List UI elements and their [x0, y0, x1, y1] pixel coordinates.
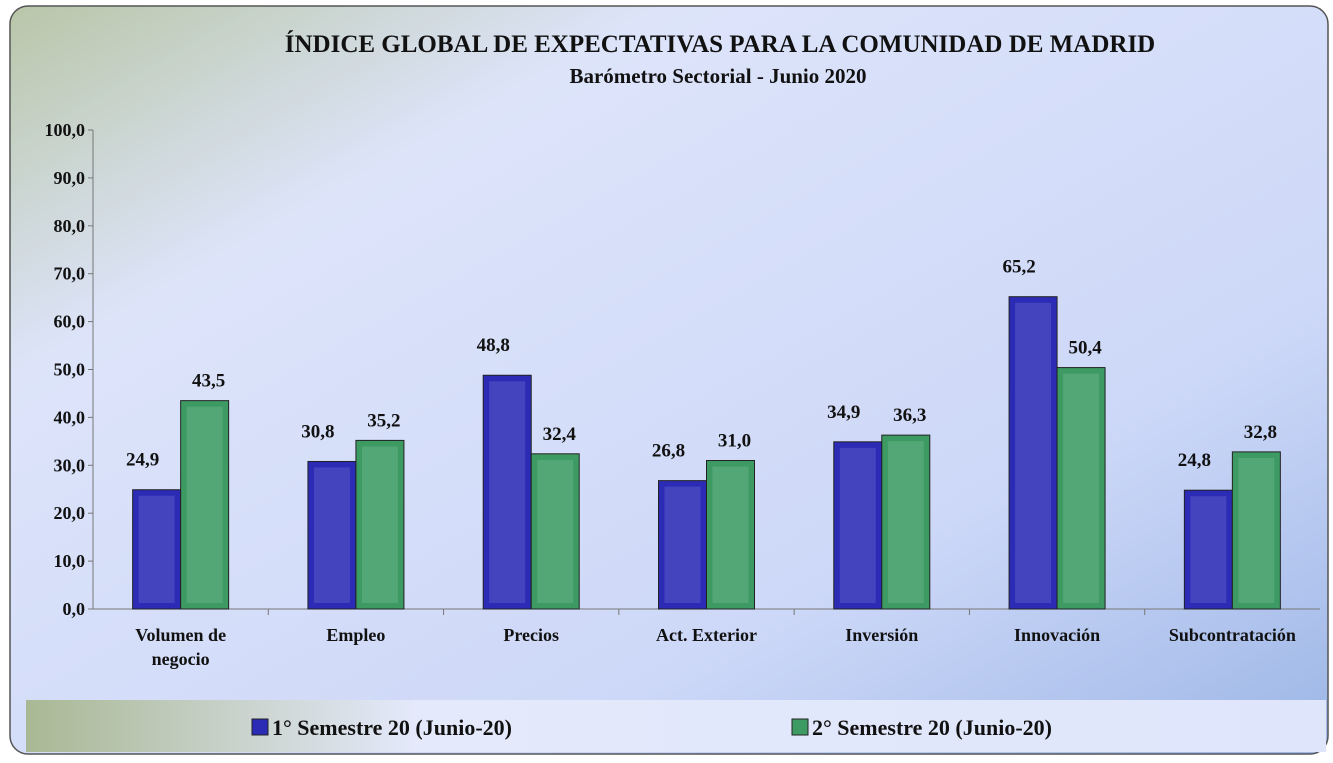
y-tick-label: 40,0 [54, 407, 86, 427]
bar [706, 460, 755, 610]
bar-highlight [887, 441, 924, 603]
data-label: 32,4 [543, 424, 577, 445]
x-tick-label: Subcontratación [1168, 625, 1296, 645]
x-tick-label: Empleo [326, 625, 386, 645]
y-tick-label: 50,0 [54, 360, 86, 380]
y-tick-label: 100,0 [45, 120, 86, 140]
x-tick-label: Volumen de negocio [135, 625, 227, 669]
data-label: 35,2 [367, 410, 400, 431]
bar [355, 439, 405, 610]
chart-title: ÍNDICE GLOBAL DE EXPECTATIVAS PARA LA CO… [285, 30, 1155, 58]
y-tick-label: 80,0 [54, 216, 86, 236]
bar [1056, 367, 1106, 610]
legend-swatch [251, 718, 269, 736]
bar [1183, 489, 1233, 610]
data-label: 65,2 [1002, 257, 1035, 278]
x-tick-label: Inversión [845, 625, 919, 645]
y-tick-label: 0,0 [63, 599, 86, 619]
data-label: 24,8 [1178, 450, 1211, 471]
x-tick-label: Innovación [1014, 625, 1101, 645]
y-tick-label: 20,0 [54, 503, 86, 523]
bar-highlight [839, 447, 876, 603]
bar-highlight [138, 495, 175, 603]
data-label: 24,9 [126, 450, 159, 471]
bar [833, 441, 883, 610]
data-label: 48,8 [477, 335, 510, 356]
data-label: 43,5 [192, 371, 225, 392]
bar [307, 460, 357, 610]
bar [881, 434, 931, 610]
data-label: 36,3 [893, 405, 926, 426]
bar-highlight [664, 486, 701, 603]
x-tick-label: Precios [503, 625, 560, 645]
bar [1008, 296, 1058, 610]
bar [180, 400, 230, 610]
bar-highlight [186, 406, 223, 603]
data-label: 30,8 [301, 421, 334, 442]
bar-highlight [537, 459, 574, 603]
data-label: 32,8 [1244, 422, 1277, 443]
bar-highlight [361, 446, 398, 603]
bar [530, 453, 580, 610]
data-label: 26,8 [652, 441, 685, 462]
legend-swatch [791, 718, 809, 736]
legend-label: 1° Semestre 20 (Junio-20) [272, 715, 512, 740]
y-tick-label: 60,0 [54, 312, 86, 332]
y-tick-label: 90,0 [54, 168, 86, 188]
bar-highlight [712, 466, 749, 603]
bar-highlight [1190, 496, 1227, 603]
bar [658, 480, 707, 610]
x-tick-label: Act. Exterior [656, 625, 757, 645]
bar [482, 374, 532, 610]
bar-highlight [1063, 373, 1100, 603]
y-tick-label: 10,0 [54, 551, 86, 571]
bar-highlight [1015, 302, 1052, 603]
data-label: 50,4 [1068, 338, 1102, 359]
data-label: 31,0 [718, 431, 751, 452]
y-tick-label: 30,0 [54, 455, 86, 475]
chart-subtitle: Barómetro Sectorial - Junio 2020 [569, 64, 866, 88]
bar-highlight [489, 381, 526, 603]
legend-label: 2° Semestre 20 (Junio-20) [812, 715, 1052, 740]
bar-highlight [1238, 457, 1275, 603]
bar-highlight [313, 467, 350, 603]
data-label: 34,9 [827, 402, 860, 423]
y-tick-label: 70,0 [54, 264, 86, 284]
bar [1231, 451, 1281, 610]
legend-band [26, 700, 1326, 752]
